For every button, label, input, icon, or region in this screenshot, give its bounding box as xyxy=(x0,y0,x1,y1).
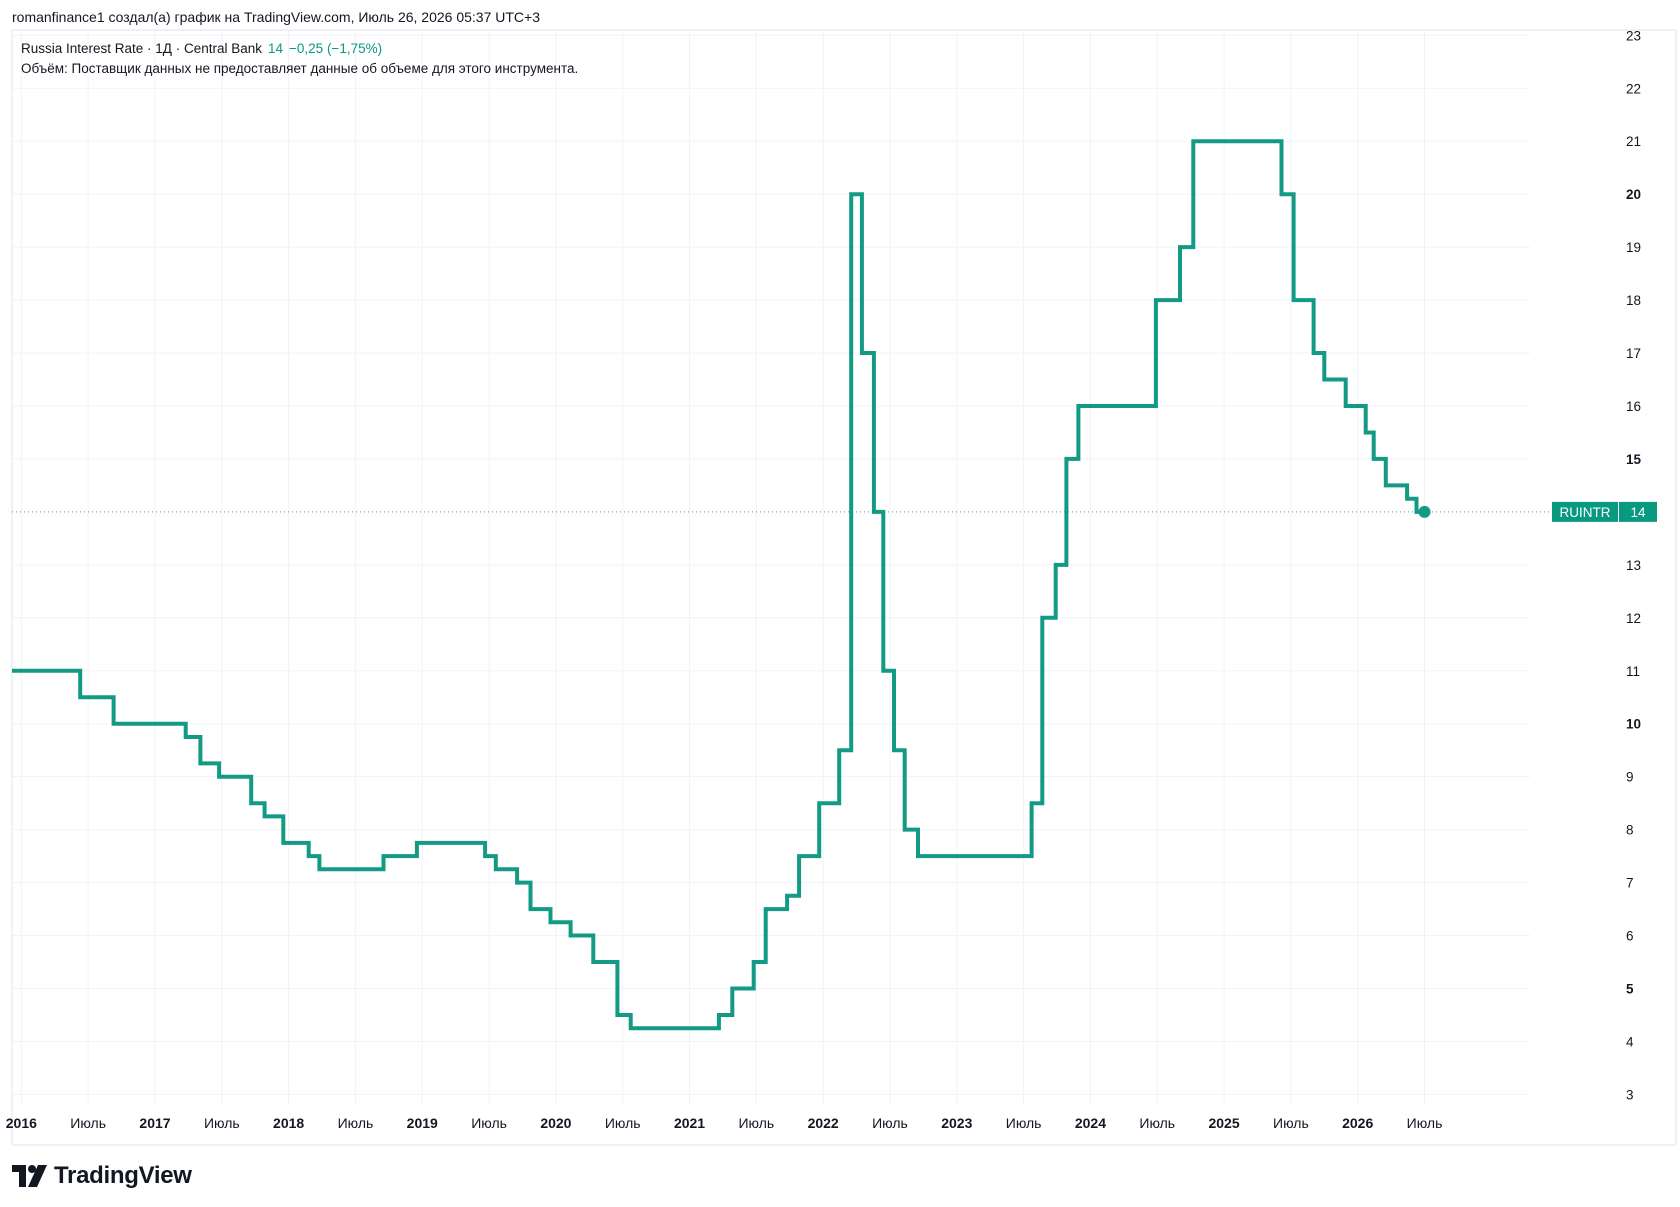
y-tick-label: 10 xyxy=(1626,717,1641,732)
x-tick-label: Июль xyxy=(1273,1115,1309,1131)
y-tick-label: 3 xyxy=(1626,1087,1634,1102)
y-axis: 3 4 5 6 7 8 9 10 11 12 13 15 16 17 18 19 20 21 22 23 xyxy=(1626,28,1642,1102)
legend-change: −0,25 (−1,75%) xyxy=(289,41,383,56)
legend-symbol-row[interactable]: Russia Interest Rate · 1Д · Central Bank… xyxy=(21,41,382,56)
y-tick-label: 20 xyxy=(1626,187,1641,202)
price-tag-ticker-bg xyxy=(1552,501,1618,522)
y-tick-label: 18 xyxy=(1626,293,1641,308)
x-tick-label: 2023 xyxy=(941,1115,972,1131)
y-tick-label: 7 xyxy=(1626,876,1634,891)
x-tick-label: Июль xyxy=(605,1115,641,1131)
x-tick-label: Июль xyxy=(1407,1115,1443,1131)
x-tick-label: Июль xyxy=(338,1115,374,1131)
attribution-text: romanfinance1 создал(а) график на Tradin… xyxy=(12,9,541,25)
legend-volume-note: Объём: Поставщик данных не предоставляет… xyxy=(21,61,579,76)
y-tick-label: 4 xyxy=(1626,1034,1634,1049)
chart-frame xyxy=(11,29,1677,1146)
x-tick-label: 2017 xyxy=(139,1115,170,1131)
y-tick-label: 9 xyxy=(1626,770,1634,785)
y-tick-label: 12 xyxy=(1626,611,1641,626)
x-tick-label: Июль xyxy=(471,1115,507,1131)
price-tag: RUINTR 14 xyxy=(1552,501,1657,522)
x-axis: 2016 Июль 2017 Июль 2018 Июль 2019 Июль 2020 Июль… xyxy=(6,1115,1443,1131)
x-tick-label: 2016 xyxy=(6,1115,37,1131)
price-tag-value: 14 xyxy=(1630,505,1646,520)
y-tick-label: 19 xyxy=(1626,240,1641,255)
series-rate xyxy=(12,139,1431,1031)
y-tick-label: 11 xyxy=(1626,664,1640,679)
y-tick-label: 5 xyxy=(1626,981,1634,996)
x-tick-label: Июль xyxy=(1006,1115,1042,1131)
tradingview-logo-text: TradingView xyxy=(54,1162,192,1189)
x-tick-label: Июль xyxy=(70,1115,106,1131)
x-tick-label: 2024 xyxy=(1075,1115,1106,1131)
series-line xyxy=(12,139,1425,1031)
x-tick-label: 2019 xyxy=(407,1115,438,1131)
x-tick-label: Июль xyxy=(738,1115,774,1131)
x-tick-label: Июль xyxy=(1139,1115,1175,1131)
x-tick-label: 2025 xyxy=(1208,1115,1239,1131)
y-tick-label: 21 xyxy=(1626,134,1641,149)
y-tick-label: 22 xyxy=(1626,81,1641,96)
tradingview-logo[interactable]: TradingView xyxy=(12,1160,192,1192)
x-tick-label: Июль xyxy=(204,1115,240,1131)
price-tag-ticker: RUINTR xyxy=(1560,505,1611,520)
legend-value: 14 xyxy=(268,41,284,56)
legend-symbol: Russia Interest Rate · 1Д · Central Bank xyxy=(21,41,262,56)
legend-volume-row: Объём: Поставщик данных не предоставляет… xyxy=(21,61,578,76)
x-tick-label: 2018 xyxy=(273,1115,304,1131)
y-tick-label: 15 xyxy=(1626,452,1642,467)
last-point-marker[interactable] xyxy=(1418,505,1431,518)
x-tick-label: 2020 xyxy=(540,1115,571,1131)
y-tick-label: 8 xyxy=(1626,823,1634,838)
grid xyxy=(12,30,1530,1105)
y-tick-label: 13 xyxy=(1626,558,1641,573)
y-tick-label: 17 xyxy=(1626,346,1641,361)
tradingview-logo-icon xyxy=(12,1165,47,1187)
x-tick-label: 2022 xyxy=(808,1115,839,1131)
x-tick-label: Июль xyxy=(872,1115,908,1131)
y-tick-label: 16 xyxy=(1626,399,1641,414)
x-tick-label: 2021 xyxy=(674,1115,705,1131)
y-tick-label: 6 xyxy=(1626,929,1634,944)
x-tick-label: 2026 xyxy=(1342,1115,1373,1131)
price-tag-value-bg xyxy=(1619,501,1657,522)
y-tick-label: 23 xyxy=(1626,28,1641,43)
